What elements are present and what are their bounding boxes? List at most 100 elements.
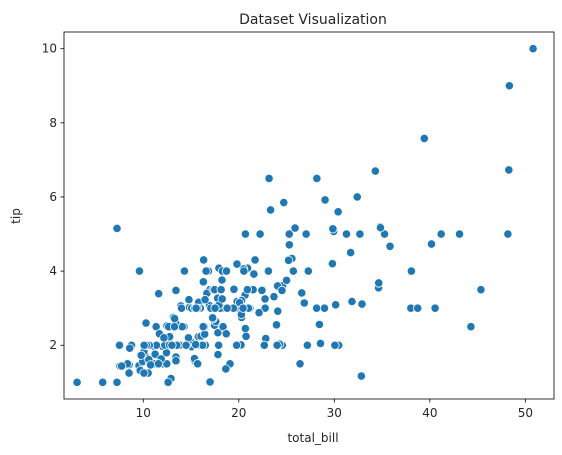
data-point bbox=[314, 319, 325, 330]
x-tick-label: 30 bbox=[327, 406, 342, 420]
data-point bbox=[125, 343, 135, 353]
data-point bbox=[241, 331, 251, 341]
data-point bbox=[315, 338, 326, 348]
data-point bbox=[249, 269, 259, 279]
data-point bbox=[328, 224, 338, 234]
data-point bbox=[217, 275, 227, 285]
data-point bbox=[191, 339, 201, 350]
data-point bbox=[217, 294, 227, 304]
data-point bbox=[229, 284, 239, 294]
data-point bbox=[430, 303, 440, 313]
data-point bbox=[250, 255, 260, 265]
data-point bbox=[214, 340, 224, 350]
data-point bbox=[504, 81, 514, 91]
data-point bbox=[221, 266, 232, 276]
data-point bbox=[528, 44, 538, 54]
data-point bbox=[254, 308, 264, 318]
data-point bbox=[346, 247, 356, 258]
data-point bbox=[352, 192, 362, 202]
data-point bbox=[198, 322, 208, 332]
data-point bbox=[299, 298, 309, 308]
data-point bbox=[273, 306, 283, 316]
data-point bbox=[284, 240, 294, 250]
data-point bbox=[319, 303, 330, 313]
points-layer bbox=[72, 44, 538, 387]
data-point bbox=[312, 173, 322, 184]
data-point bbox=[379, 229, 390, 239]
data-point bbox=[240, 323, 250, 334]
data-point bbox=[271, 320, 282, 330]
data-point bbox=[406, 266, 416, 276]
data-point bbox=[72, 377, 82, 387]
data-point bbox=[272, 340, 282, 350]
data-point bbox=[288, 266, 298, 276]
data-point bbox=[277, 285, 287, 295]
data-point bbox=[466, 322, 476, 332]
data-point bbox=[238, 303, 248, 313]
data-point bbox=[269, 292, 279, 302]
data-point bbox=[239, 266, 249, 276]
data-point bbox=[200, 295, 210, 305]
data-point bbox=[134, 266, 145, 276]
data-point bbox=[139, 340, 149, 350]
data-point bbox=[503, 229, 513, 239]
data-point bbox=[112, 223, 122, 234]
data-point bbox=[357, 299, 367, 309]
data-point bbox=[454, 229, 465, 239]
data-point bbox=[171, 356, 181, 366]
data-point bbox=[436, 229, 446, 239]
data-point bbox=[476, 285, 486, 295]
data-point bbox=[114, 340, 125, 350]
data-point bbox=[265, 205, 276, 215]
data-point bbox=[136, 350, 146, 360]
data-point bbox=[117, 361, 127, 371]
data-point bbox=[370, 166, 380, 176]
y-tick-label: 8 bbox=[49, 116, 57, 130]
y-tick-label: 4 bbox=[49, 264, 57, 278]
data-point bbox=[259, 340, 269, 350]
data-point bbox=[302, 340, 312, 350]
y-tick-label: 2 bbox=[49, 338, 57, 352]
data-point bbox=[283, 255, 294, 265]
data-point bbox=[331, 300, 341, 310]
data-point bbox=[504, 165, 514, 175]
data-point bbox=[98, 377, 108, 387]
data-point bbox=[193, 359, 203, 369]
data-point bbox=[176, 303, 187, 313]
data-point bbox=[290, 223, 300, 233]
data-point bbox=[303, 266, 313, 276]
data-point bbox=[199, 255, 209, 265]
data-point bbox=[260, 294, 270, 304]
x-tick-label: 20 bbox=[231, 406, 246, 420]
data-point bbox=[260, 303, 270, 313]
y-tick-label: 10 bbox=[42, 42, 57, 56]
data-point bbox=[330, 340, 340, 350]
data-point bbox=[320, 195, 330, 205]
data-point bbox=[242, 285, 252, 295]
data-point bbox=[169, 322, 180, 332]
data-point bbox=[385, 241, 395, 251]
data-point bbox=[179, 266, 190, 276]
data-point bbox=[333, 207, 343, 217]
data-point bbox=[201, 266, 211, 276]
data-point bbox=[154, 289, 164, 299]
x-axis-label: total_bill bbox=[287, 431, 338, 445]
data-point bbox=[221, 329, 231, 339]
data-point bbox=[240, 229, 250, 239]
chart-title: Dataset Visualization bbox=[239, 12, 387, 28]
data-point bbox=[222, 303, 232, 313]
data-point bbox=[170, 313, 180, 324]
y-axis: 2 4 6 8 10 bbox=[42, 42, 64, 352]
data-point bbox=[374, 278, 384, 288]
data-point bbox=[232, 340, 242, 350]
y-tick-label: 6 bbox=[49, 190, 57, 204]
data-point bbox=[341, 229, 352, 239]
data-point bbox=[210, 303, 220, 313]
data-point bbox=[146, 360, 156, 370]
data-point bbox=[312, 303, 322, 313]
data-point bbox=[213, 349, 223, 360]
data-point bbox=[221, 364, 231, 374]
data-point bbox=[297, 288, 307, 298]
